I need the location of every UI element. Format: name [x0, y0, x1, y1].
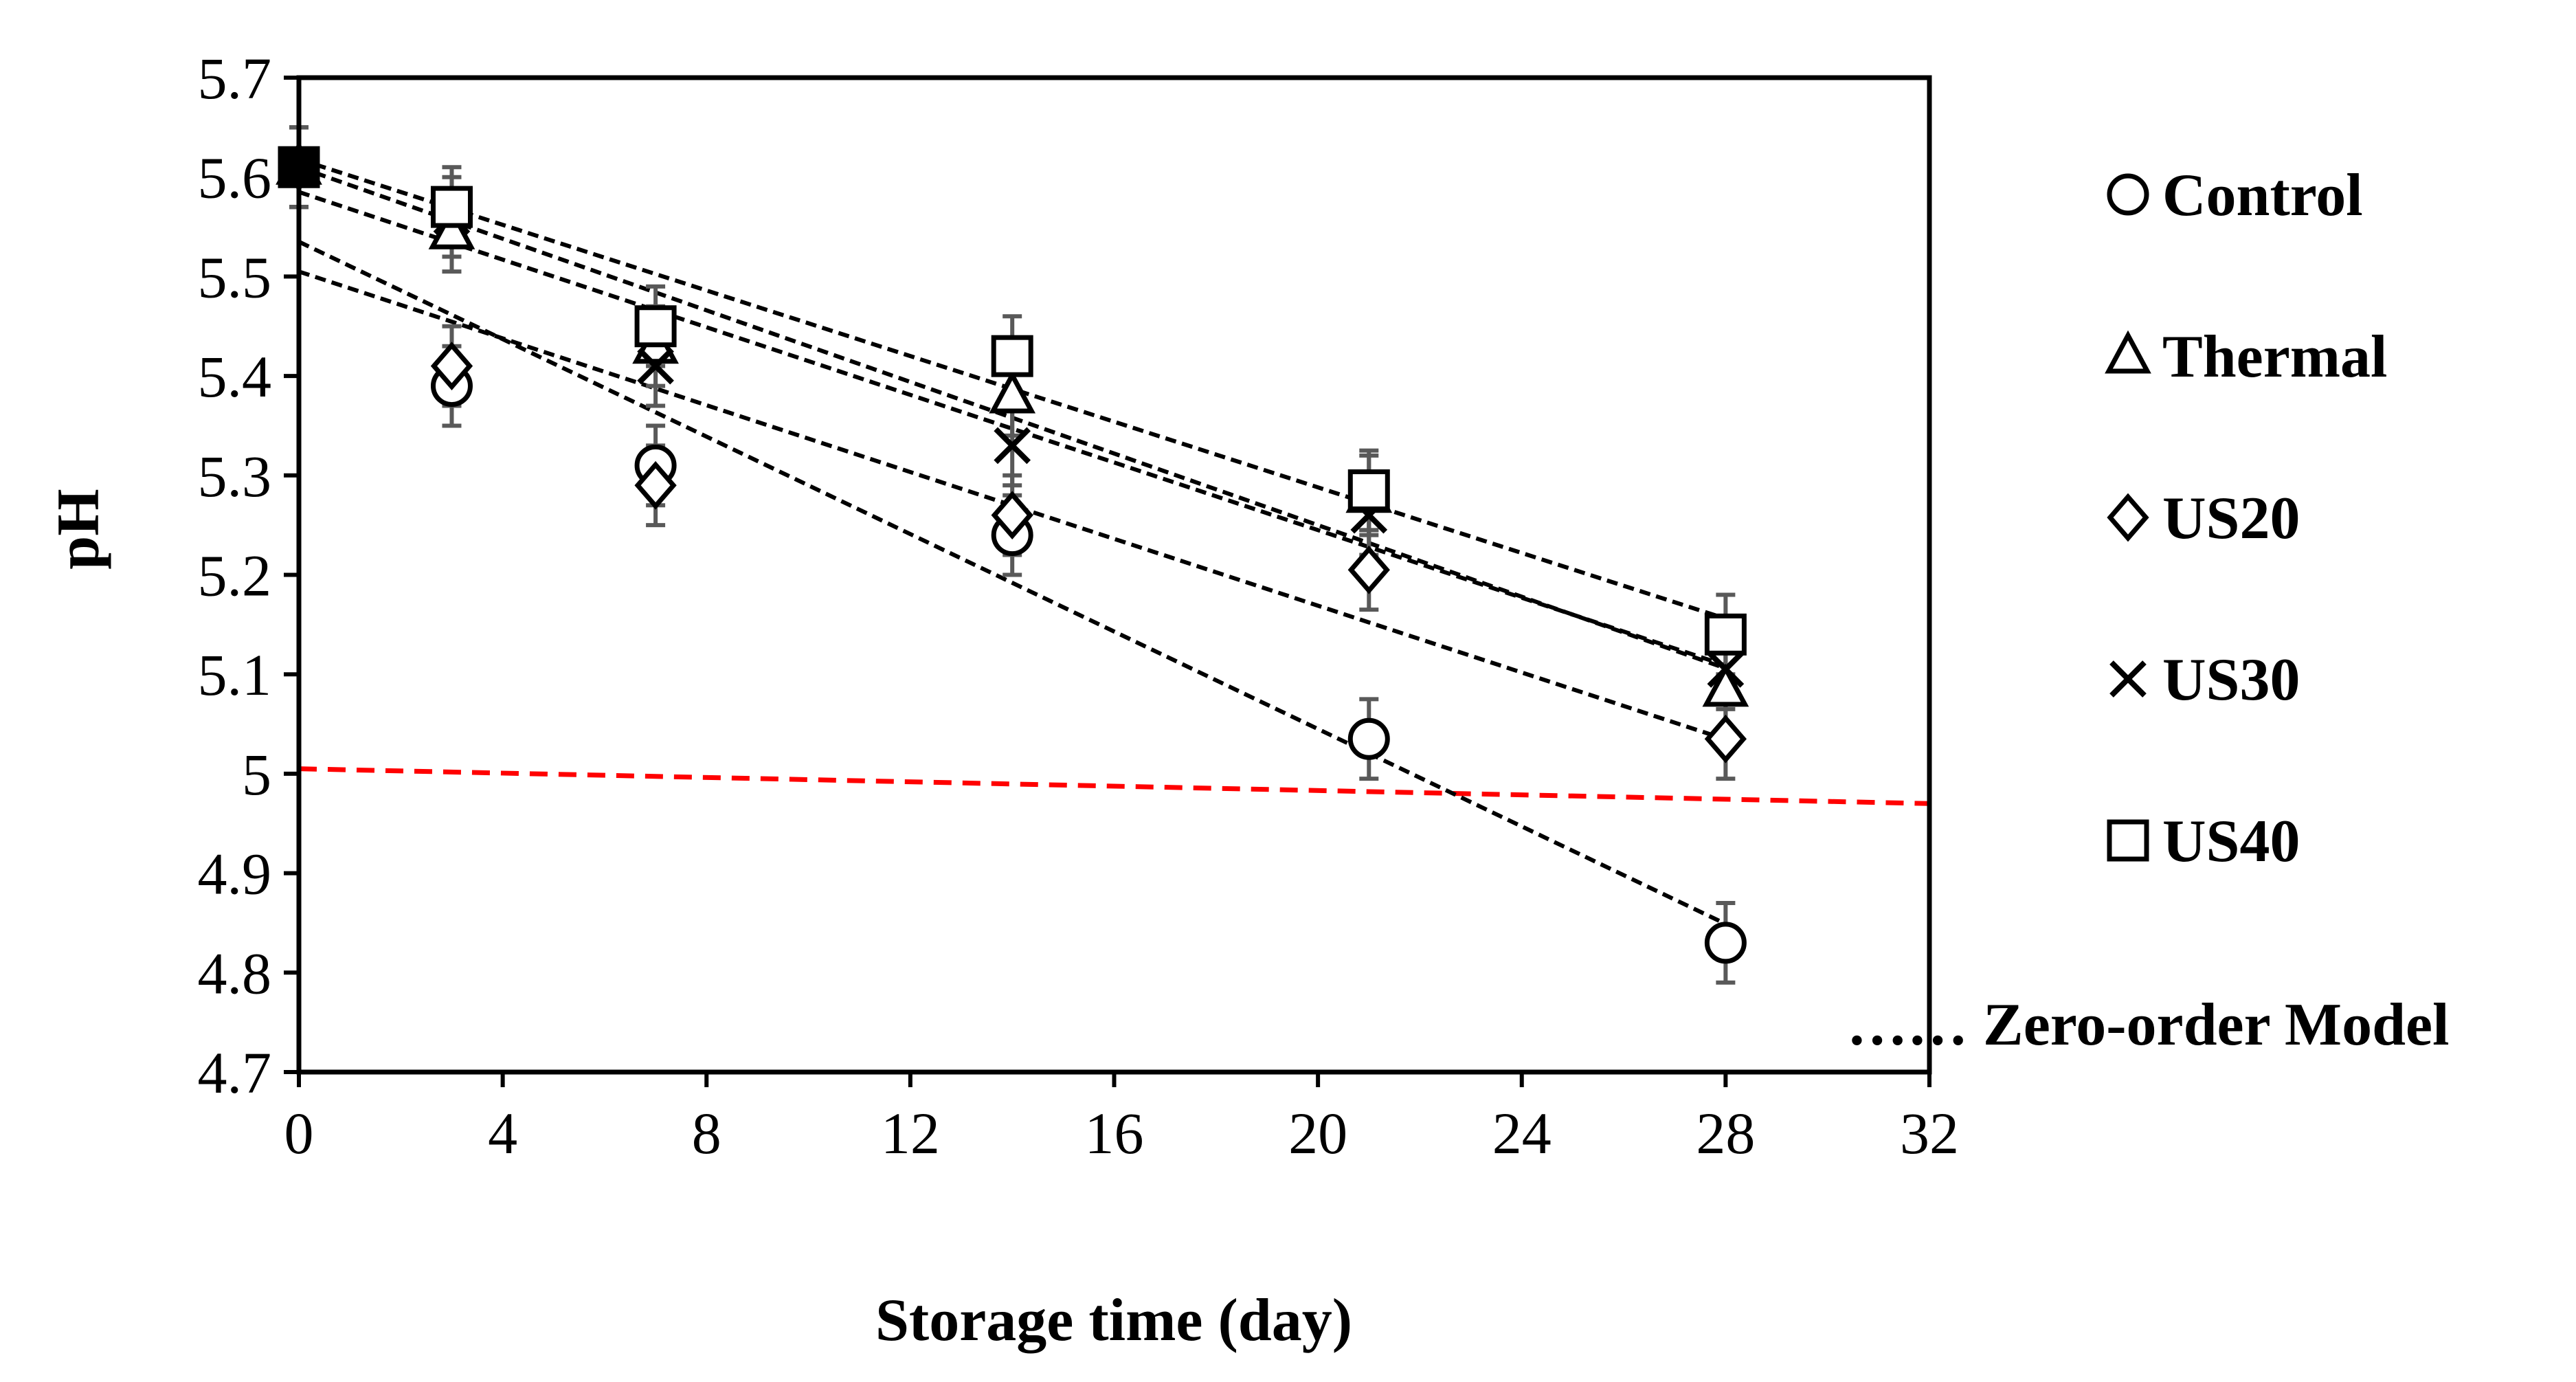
legend-marker-us20 — [2107, 493, 2149, 542]
y-axis-title: pH — [45, 489, 112, 569]
point-us40 — [1704, 613, 1747, 656]
plot-area-group — [276, 125, 1930, 985]
legend-item-us30: US30 — [2109, 647, 2300, 713]
legend: Control Thermal US20 US30 US40 — [2105, 162, 2388, 875]
legend-label-control: Control — [2162, 162, 2363, 229]
x-tick-label: 32 — [1900, 1100, 1959, 1166]
cross-stroke — [1707, 651, 1745, 688]
legend-label-thermal: Thermal — [2162, 324, 2388, 390]
x-axis-ticks: 0 4 8 12 16 20 24 28 32 — [284, 1072, 1959, 1166]
x-tick-label: 12 — [881, 1100, 940, 1166]
y-tick-label: 5.6 — [198, 145, 272, 211]
y-tick-label: 5 — [242, 742, 271, 807]
point-us20 — [634, 460, 677, 510]
point-us20 — [430, 342, 473, 390]
point-us30 — [994, 427, 1031, 465]
x-tick-label: 8 — [692, 1100, 721, 1166]
cross-stroke — [637, 347, 674, 385]
y-tick-label: 5.3 — [198, 443, 272, 509]
legend-label-us40: US40 — [2162, 808, 2300, 875]
reference-line — [298, 766, 1930, 806]
legend-item-us40: US40 — [2107, 808, 2300, 875]
legend-marker-control — [2107, 173, 2149, 216]
y-tick-label: 4.7 — [198, 1040, 272, 1106]
fit-line-control — [298, 240, 1727, 926]
point-us40 — [1347, 469, 1390, 512]
y-tick-label: 5.7 — [198, 45, 272, 111]
legend-marker-us30 — [2109, 660, 2147, 698]
legend-item-thermal: Thermal — [2105, 324, 2388, 390]
y-tick-label: 5.5 — [198, 244, 272, 310]
legend-item-us20: US20 — [2107, 485, 2300, 552]
y-tick-label: 5.4 — [198, 344, 272, 410]
y-tick-label: 4.9 — [198, 841, 272, 907]
y-tick-label: 5.2 — [198, 543, 272, 609]
legend-item-control: Control — [2107, 162, 2363, 229]
x-tick-label: 4 — [488, 1100, 517, 1166]
x-tick-label: 24 — [1492, 1100, 1552, 1166]
point-us30 — [637, 347, 674, 385]
legend-label-us20: US20 — [2162, 485, 2300, 552]
point-us40 — [634, 305, 677, 348]
y-tick-label: 4.8 — [198, 940, 272, 1006]
legend-marker-thermal — [2105, 330, 2151, 374]
point-control — [1704, 922, 1747, 964]
x-tick-label: 20 — [1288, 1100, 1347, 1166]
point-us20 — [991, 491, 1033, 540]
legend-label-us30: US30 — [2162, 647, 2300, 713]
point-us30 — [1707, 651, 1745, 688]
point-thermal — [1702, 663, 1749, 707]
y-axis-ticks: 4.7 4.8 4.9 5 5.1 5.2 5.3 5.4 5.5 5.6 5.7 — [198, 45, 299, 1106]
cross-stroke — [2109, 660, 2147, 698]
point-us40 — [991, 335, 1033, 377]
point-us20 — [1704, 714, 1747, 764]
y-tick-label: 5.1 — [198, 642, 272, 708]
x-tick-label: 0 — [284, 1100, 314, 1166]
plot-area-frame — [296, 75, 1932, 1075]
fit-line-us30 — [298, 190, 1727, 668]
cross-stroke — [994, 427, 1031, 465]
x-axis-title: Storage time (day) — [875, 1287, 1352, 1354]
legend-zero-order-model: …… Zero-order Model — [1847, 992, 2450, 1058]
x-tick-label: 16 — [1085, 1100, 1144, 1166]
x-tick-label: 28 — [1696, 1100, 1755, 1166]
fit-line-us20 — [298, 269, 1727, 742]
point-thermal — [989, 370, 1036, 414]
point-control — [1347, 717, 1390, 760]
point-us40 — [430, 186, 473, 228]
point-us20 — [1347, 545, 1390, 594]
legend-marker-us40 — [2107, 819, 2149, 862]
